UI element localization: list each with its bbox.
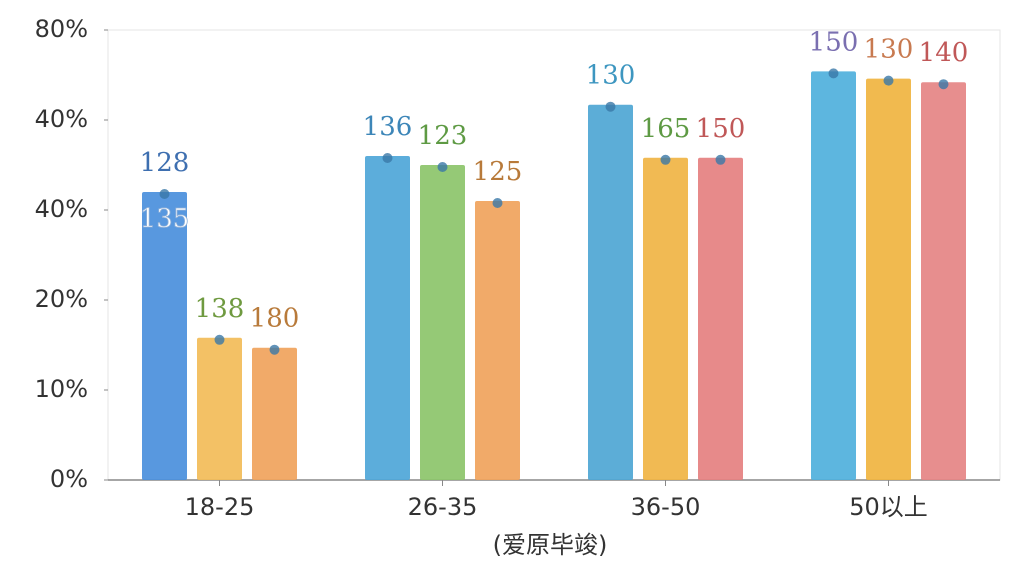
bar	[588, 104, 633, 480]
x-tick-label: 18-25	[185, 493, 255, 521]
marker-dot	[159, 189, 170, 199]
y-tick-label: 40%	[35, 195, 88, 223]
marker-dot	[715, 154, 726, 165]
x-tick-label: 26-35	[408, 493, 478, 521]
data-label: 180	[250, 304, 300, 334]
marker-dot	[605, 101, 616, 112]
marker-dot	[382, 153, 393, 163]
data-label: 130	[864, 35, 914, 65]
bar	[142, 192, 187, 480]
data-label: 136	[363, 112, 413, 142]
bar	[643, 157, 688, 481]
marker-dot	[437, 162, 448, 172]
data-label: 140	[919, 38, 969, 68]
y-tick-label: 10%	[35, 375, 88, 403]
bar	[866, 78, 911, 480]
bar	[197, 337, 242, 480]
annotation: 135	[140, 204, 190, 234]
data-label: 165	[641, 114, 691, 144]
y-tick-label: 20%	[35, 285, 88, 313]
data-label: 150	[809, 27, 859, 57]
marker-dot	[660, 154, 671, 165]
data-label: 130	[586, 61, 636, 91]
data-label: 123	[418, 121, 468, 151]
data-label: 128	[140, 148, 190, 178]
marker-dot	[269, 344, 280, 355]
y-tick-label: 0%	[50, 465, 88, 493]
bar	[420, 165, 465, 480]
marker-dot	[883, 75, 894, 86]
y-tick-label: 80%	[35, 15, 88, 43]
marker-dot	[214, 334, 225, 345]
marker-dot	[492, 198, 503, 208]
bar	[698, 157, 743, 481]
data-label: 150	[696, 114, 746, 144]
bar	[252, 347, 297, 480]
x-axis-label: (爱原毕竣)	[493, 531, 608, 559]
x-tick-label: 36-50	[631, 493, 701, 521]
data-label: 138	[195, 294, 245, 324]
bar	[475, 201, 520, 480]
x-tick-label: 50以上	[849, 493, 928, 521]
marker-dot	[938, 79, 949, 90]
bar	[921, 82, 966, 480]
bar	[811, 71, 856, 481]
bar	[365, 156, 410, 480]
y-tick-label: 40%	[35, 105, 88, 133]
marker-dot	[828, 68, 839, 79]
data-label: 125	[473, 157, 523, 187]
